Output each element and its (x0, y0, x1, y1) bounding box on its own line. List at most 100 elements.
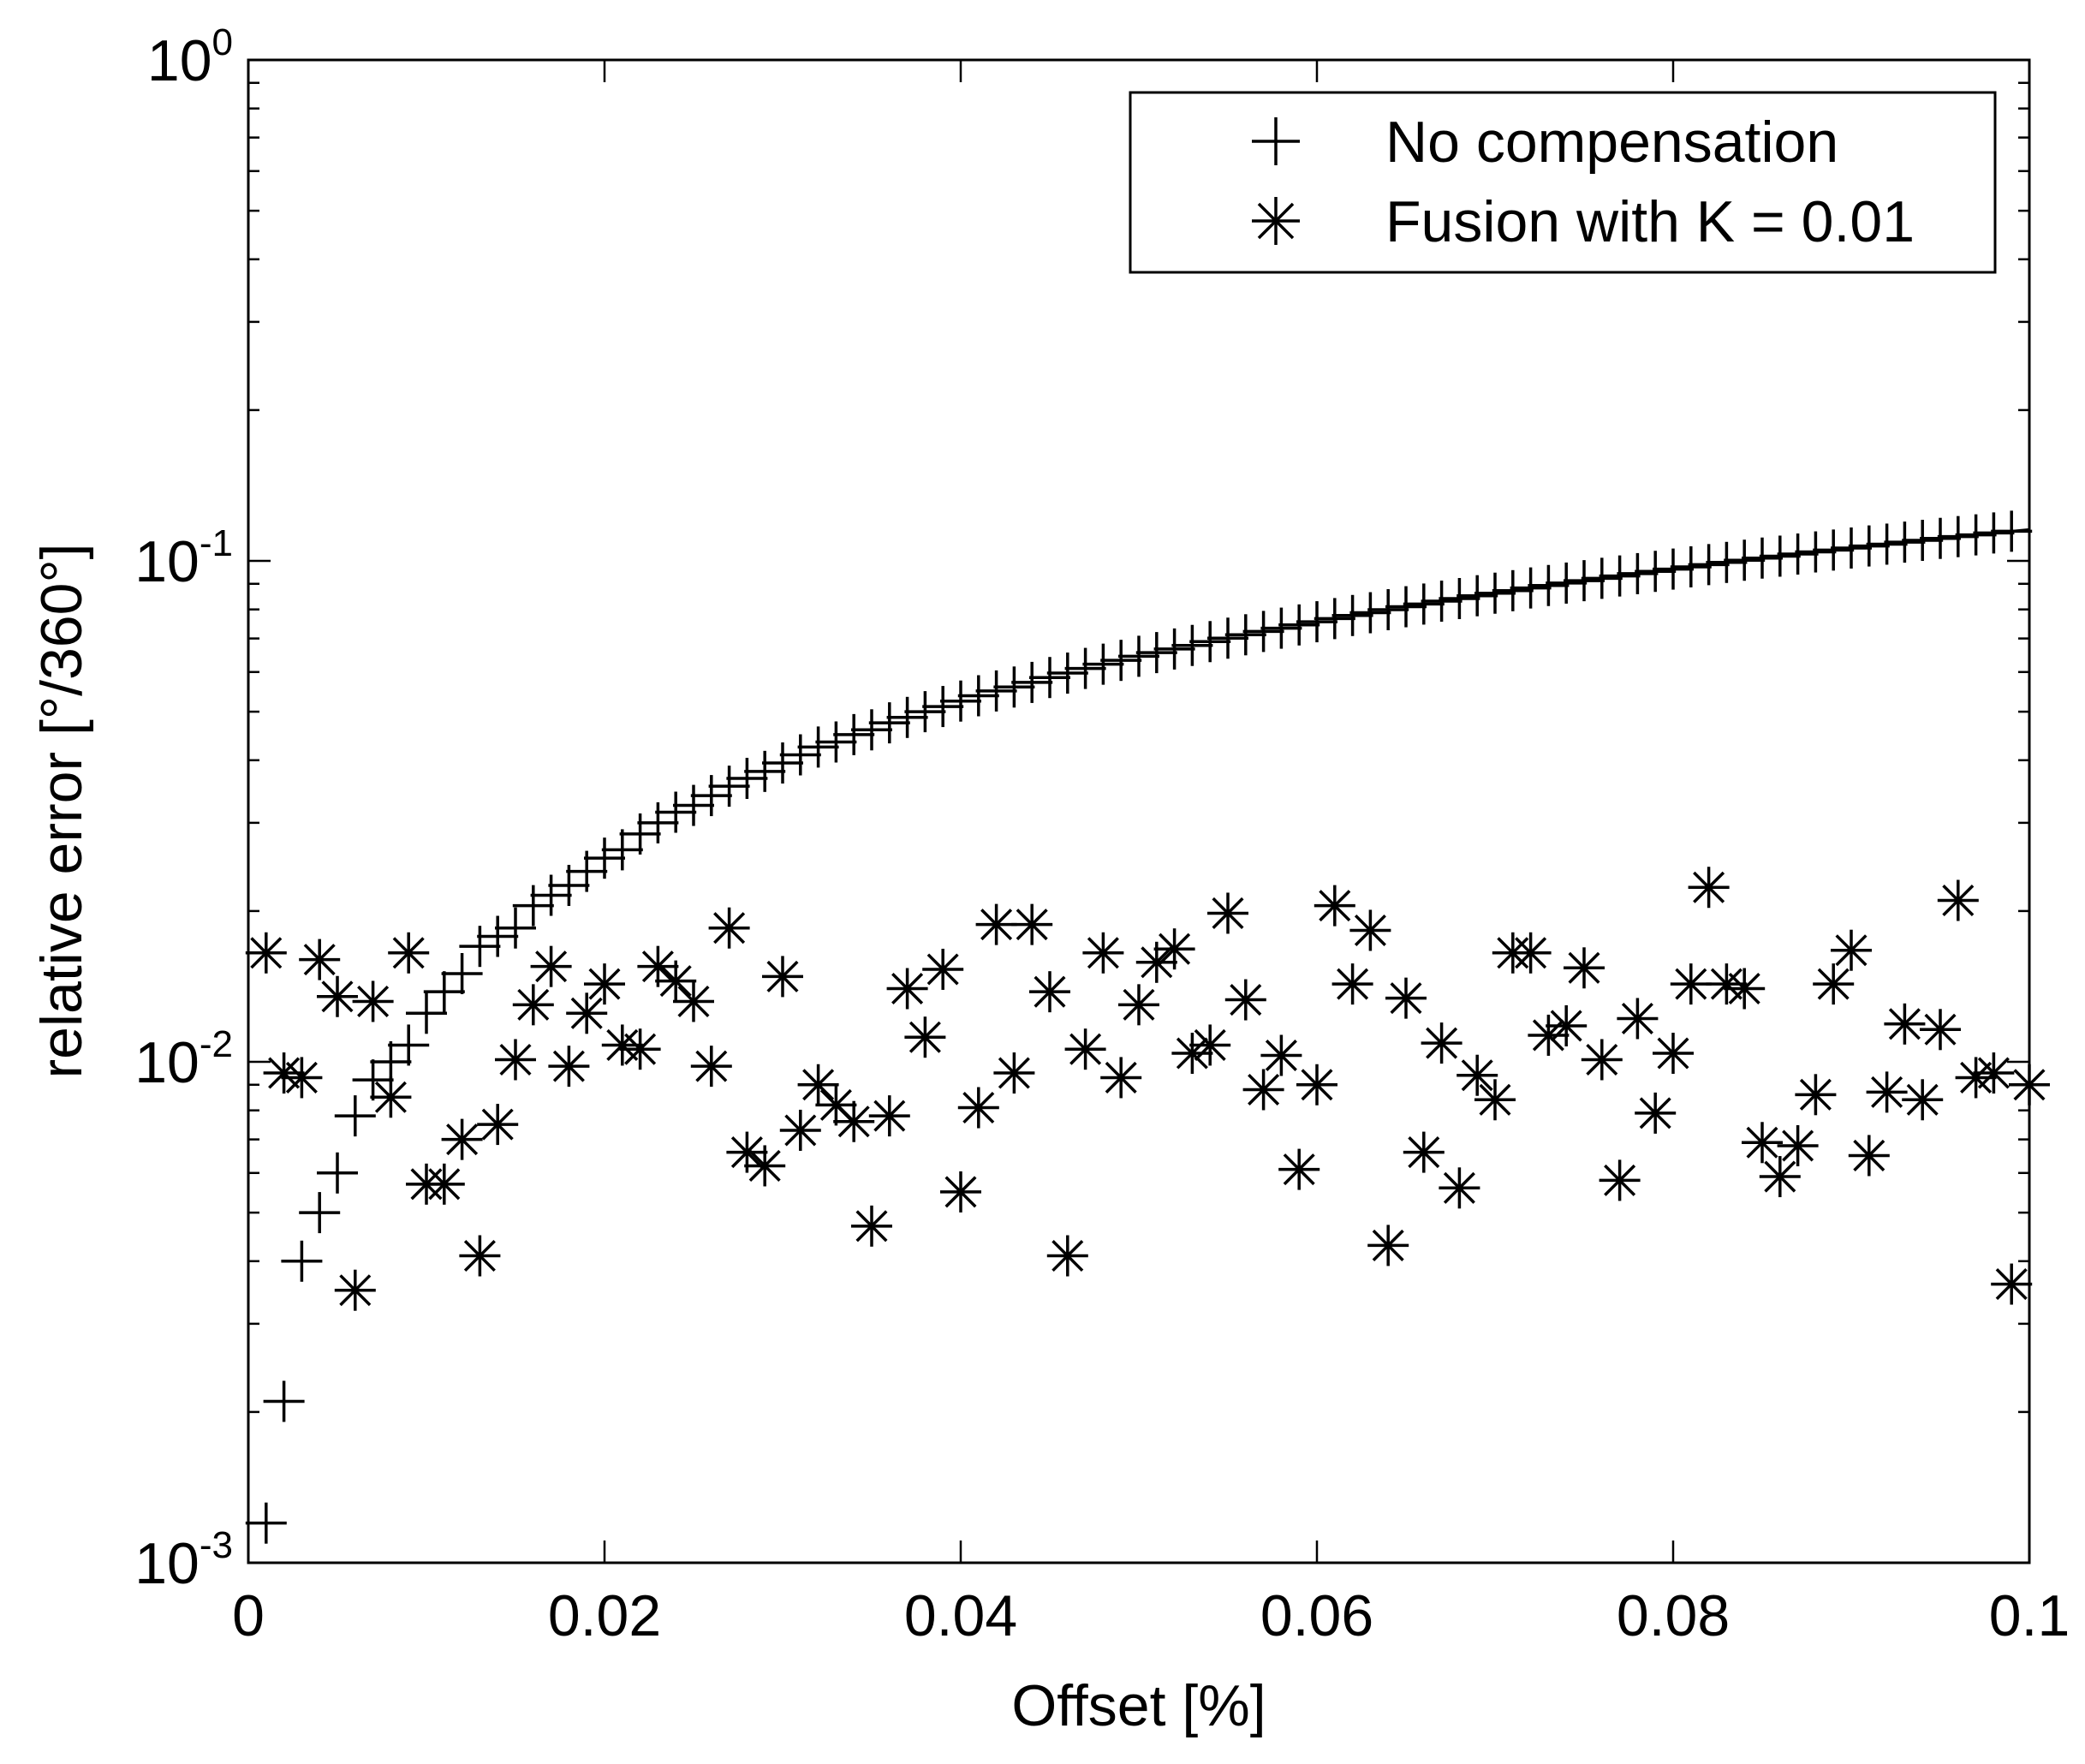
asterisk-marker (1260, 1034, 1302, 1076)
asterisk-marker (370, 1076, 411, 1117)
asterisk-marker (1795, 1074, 1836, 1115)
asterisk-marker (1403, 1132, 1445, 1173)
asterisk-marker (1385, 978, 1427, 1019)
asterisk-marker (353, 980, 394, 1022)
asterisk-marker (299, 939, 340, 980)
x-tick-label-5: 0.1 (1989, 1583, 2070, 1648)
asterisk-marker (1207, 892, 1248, 933)
asterisk-marker (762, 956, 803, 997)
asterisk-marker (1724, 968, 1765, 1010)
asterisk-marker (869, 1095, 910, 1136)
asterisk-marker (620, 1028, 661, 1070)
asterisk-marker (1938, 880, 1979, 921)
asterisk-marker (335, 1270, 376, 1311)
asterisk-marker (1617, 998, 1658, 1039)
asterisk-marker (1599, 1159, 1641, 1201)
asterisk-marker (1991, 1264, 2032, 1305)
asterisk-marker (584, 963, 625, 1004)
asterisk-marker (1296, 1064, 1337, 1105)
asterisk-marker (1171, 1033, 1212, 1074)
asterisk-marker (673, 980, 714, 1022)
asterisk-marker (1973, 1052, 2014, 1094)
legend-label-fusion: Fusion with K = 0.01 (1385, 189, 1915, 254)
asterisk-marker (388, 933, 429, 974)
x-axis-label: Offset [%] (1011, 1673, 1266, 1738)
asterisk-marker (744, 1145, 785, 1186)
asterisk-marker (1047, 1236, 1088, 1277)
legend: No compensation Fusion with K = 0.01 (1130, 92, 1995, 272)
asterisk-marker (1314, 885, 1355, 927)
asterisk-marker (709, 908, 750, 949)
asterisk-marker (1189, 1024, 1230, 1065)
asterisk-marker (1867, 1071, 1908, 1112)
asterisk-marker (1278, 1149, 1320, 1190)
asterisk-marker (2009, 1064, 2050, 1105)
asterisk-marker (1920, 1009, 1961, 1050)
asterisk-marker (655, 961, 696, 1002)
asterisk-marker (922, 949, 963, 990)
legend-label-no-compensation: No compensation (1385, 110, 1838, 175)
asterisk-marker (1332, 963, 1373, 1004)
asterisk-marker (442, 1119, 483, 1160)
asterisk-marker (1243, 1069, 1284, 1110)
asterisk-marker (424, 1164, 465, 1205)
asterisk-marker (548, 1046, 589, 1087)
asterisk-marker (887, 968, 928, 1010)
x-tick-label-2: 0.04 (904, 1583, 1017, 1648)
asterisk-marker (940, 1171, 981, 1213)
legend-asterisk-icon (1252, 197, 1300, 245)
asterisk-marker (1349, 909, 1391, 951)
asterisk-marker (246, 933, 287, 974)
asterisk-marker (1367, 1225, 1409, 1266)
x-tick-label-3: 0.06 (1260, 1583, 1373, 1648)
asterisk-marker (1635, 1093, 1676, 1134)
asterisk-marker (1742, 1122, 1783, 1163)
x-tick-label-1: 0.02 (548, 1583, 661, 1648)
asterisk-marker (1510, 933, 1552, 974)
asterisk-marker (780, 1110, 821, 1151)
asterisk-marker (1457, 1055, 1498, 1096)
asterisk-marker (1118, 984, 1159, 1025)
chart: 0 0.02 0.04 0.06 0.08 0.1 10010-110-210-3 Off… (0, 0, 2085, 1764)
asterisk-marker (1813, 963, 1854, 1004)
asterisk-marker (1474, 1079, 1516, 1120)
asterisk-marker (1760, 1156, 1801, 1197)
asterisk-marker (531, 946, 572, 987)
x-tick-label-0: 0 (232, 1583, 265, 1648)
asterisk-marker (1011, 904, 1052, 945)
asterisk-marker (798, 1064, 839, 1105)
x-tick-label-4: 0.08 (1617, 1583, 1730, 1648)
asterisk-marker (281, 1057, 322, 1098)
asterisk-marker (1671, 963, 1712, 1004)
asterisk-marker (317, 976, 358, 1017)
asterisk-marker (833, 1101, 874, 1142)
asterisk-marker (513, 984, 554, 1025)
asterisk-marker (566, 992, 607, 1034)
asterisk-marker (1653, 1033, 1694, 1074)
asterisk-marker (1029, 971, 1070, 1012)
asterisk-marker (459, 1236, 500, 1277)
asterisk-marker (1564, 947, 1605, 988)
asterisk-marker (495, 1039, 536, 1080)
asterisk-marker (1582, 1039, 1623, 1080)
asterisk-marker (1546, 1005, 1587, 1046)
plot-area (248, 60, 2029, 1563)
asterisk-marker (1778, 1125, 1819, 1166)
asterisk-marker (958, 1088, 999, 1129)
asterisk-marker (1154, 928, 1195, 969)
asterisk-marker (1902, 1079, 1943, 1120)
asterisk-marker (1082, 933, 1123, 974)
asterisk-marker (993, 1052, 1034, 1094)
asterisk-marker (1439, 1167, 1480, 1208)
asterisk-marker (691, 1046, 732, 1087)
asterisk-marker (976, 904, 1017, 945)
asterisk-marker (477, 1104, 518, 1145)
no-compensation-trend-line (2011, 529, 2029, 531)
asterisk-marker (1421, 1022, 1462, 1064)
asterisk-marker (1065, 1028, 1106, 1070)
y-axis-label: relative error [°/360°] (29, 543, 94, 1078)
asterisk-marker (1100, 1057, 1141, 1098)
asterisk-marker (1884, 1004, 1925, 1045)
asterisk-marker (1849, 1135, 1890, 1176)
asterisk-marker (851, 1206, 892, 1247)
